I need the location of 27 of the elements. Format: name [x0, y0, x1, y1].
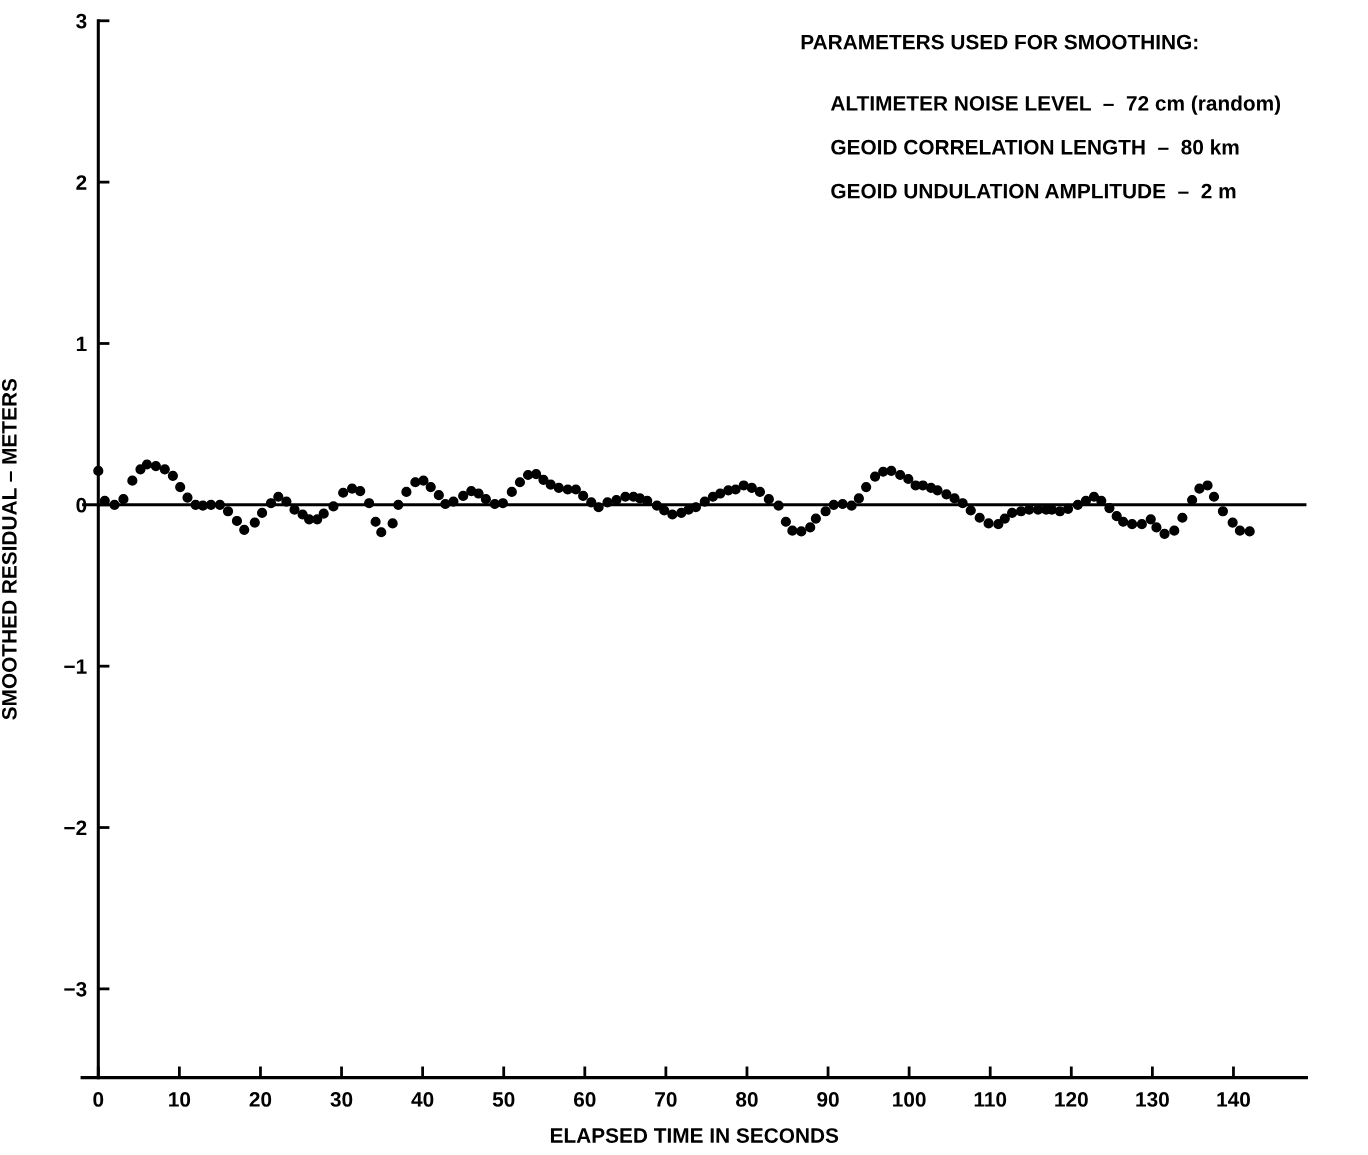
x-tick-label: 110 [974, 1092, 1007, 1107]
x-tick-label: 120 [1055, 1092, 1088, 1107]
x-tick-label: 20 [249, 1092, 272, 1107]
x-axis-title: ELAPSED TIME IN SECONDS [550, 1128, 839, 1143]
x-tick-label: 40 [411, 1092, 434, 1107]
x-tick-label: 90 [817, 1092, 839, 1107]
x-tick-label: 80 [736, 1092, 758, 1107]
x-tick-label: 0 [93, 1092, 104, 1107]
y-axis-title: SMOOTHED RESIDUAL – METERS [1, 378, 17, 720]
y-tick-label: 2 [76, 175, 87, 190]
annotation: ALTIMETER NOISE LEVEL – 72 cm (random) [830, 95, 1281, 115]
x-tick-label: 140 [1217, 1092, 1250, 1107]
x-tick-label: 50 [492, 1092, 515, 1107]
y-tick-label: −2 [64, 820, 87, 836]
x-tick-label: 130 [1136, 1092, 1169, 1107]
x-tick-label: 100 [893, 1092, 926, 1107]
annotation: PARAMETERS USED FOR SMOOTHING: [801, 34, 1198, 50]
x-tick-label: 10 [169, 1092, 191, 1107]
y-tick-label: −3 [64, 981, 87, 997]
annotation: GEOID UNDULATION AMPLITUDE – 2 m [831, 183, 1236, 199]
y-tick-label: 3 [76, 13, 87, 29]
x-tick-label: 30 [330, 1092, 353, 1107]
annotation: GEOID CORRELATION LENGTH – 80 km [831, 139, 1239, 155]
y-tick-label: 1 [76, 336, 87, 352]
x-tick-label: 70 [655, 1092, 677, 1107]
x-tick-label: 60 [573, 1092, 596, 1107]
y-tick-label: −1 [64, 659, 87, 674]
